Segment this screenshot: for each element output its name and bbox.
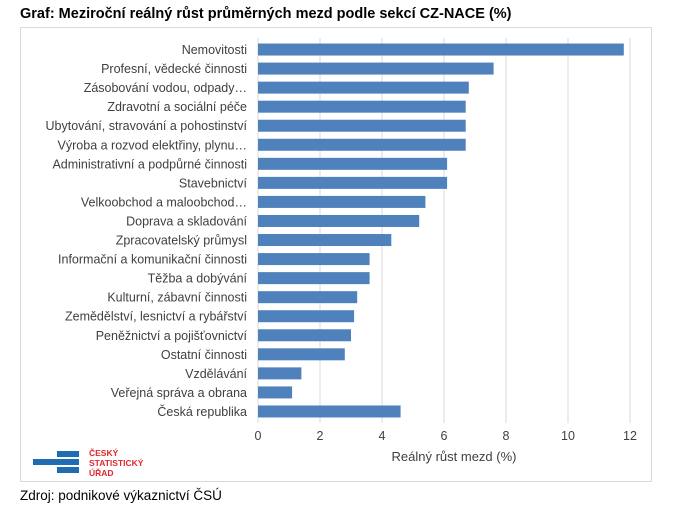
category-labels: Nemovitosti Profesní, vědecké činnosti Zás… [46,43,248,419]
bar [258,329,351,342]
bar [258,157,448,170]
category-label: Informační a komunikační činnosti [58,253,247,267]
bar [258,310,355,323]
bar [258,100,466,113]
bar [258,386,293,399]
bar [258,367,302,380]
x-tick-label: 8 [503,429,510,443]
bar [258,62,494,75]
category-label: Zdravotní a sociální péče [107,100,247,114]
bars [258,43,624,418]
category-label: Profesní, vědecké činnosti [101,62,247,76]
bar [258,214,420,227]
bar [258,405,401,418]
category-label: Vzdělávání [185,367,247,381]
x-tick-label: 6 [441,429,448,443]
category-label: Česká republika [157,404,247,419]
category-label: Zásobování vodou, odpady… [84,81,247,95]
category-label: Těžba a dobývání [148,272,248,286]
csu-logo: ČESKÝ STATISTICKÝ ÚŘAD [33,447,144,478]
category-label: Ubytování, stravování a pohostinství [46,119,248,133]
category-label: Zemědělství, lesnictví a rybářství [65,310,248,324]
x-tick-label: 10 [561,429,575,443]
logo-mark-bottom [57,467,79,473]
chart-frame: Nemovitosti Profesní, vědecké činnosti Zás… [20,27,652,482]
bar [258,291,358,304]
x-tick-label: 12 [623,429,637,443]
x-tick-labels: 0 2 4 6 8 10 12 [255,429,637,443]
category-label: Kulturní, zábavní činnosti [107,291,247,305]
bar-chart: Nemovitosti Profesní, vědecké činnosti Zás… [46,38,637,464]
logo-text-line3: ÚŘAD [89,467,114,478]
category-label: Ostatní činnosti [161,348,247,362]
category-label: Peněžnictví a pojišťovnictví [96,329,248,343]
gridlines [257,38,631,423]
category-label: Zpracovatelský průmysl [116,234,247,248]
bar [258,119,466,132]
x-tick-label: 2 [317,429,324,443]
logo-text-line2: STATISTICKÝ [89,457,144,468]
category-label: Velkoobchod a maloobchod… [81,195,247,209]
category-label: Doprava a skladování [126,214,247,228]
bar [258,272,370,285]
category-label: Nemovitosti [182,43,247,57]
bar [258,81,469,94]
bar [258,234,392,247]
x-axis-title: Reálný růst mezd (%) [392,449,517,464]
logo-mark-middle [33,459,79,465]
bar [258,43,624,56]
bar [258,253,370,266]
category-label: Výroba a rozvod elektřiny, plynu… [58,138,247,152]
category-label: Stavebnictví [179,176,248,190]
logo-mark-top [57,451,79,457]
source-note: Zdroj: podnikové výkaznictví ČSÚ [20,488,222,503]
x-tick-label: 4 [379,429,386,443]
x-tick-label: 0 [255,429,262,443]
bar [258,195,426,208]
bar [258,138,466,151]
category-label: Administrativní a podpůrné činnosti [52,157,247,171]
bar [258,348,345,361]
logo-text-line1: ČESKÝ [89,447,119,458]
category-label: Veřejná správa a obrana [111,386,247,400]
chart-title: Graf: Meziroční reálný růst průměrných m… [20,6,512,22]
bar [258,176,448,189]
